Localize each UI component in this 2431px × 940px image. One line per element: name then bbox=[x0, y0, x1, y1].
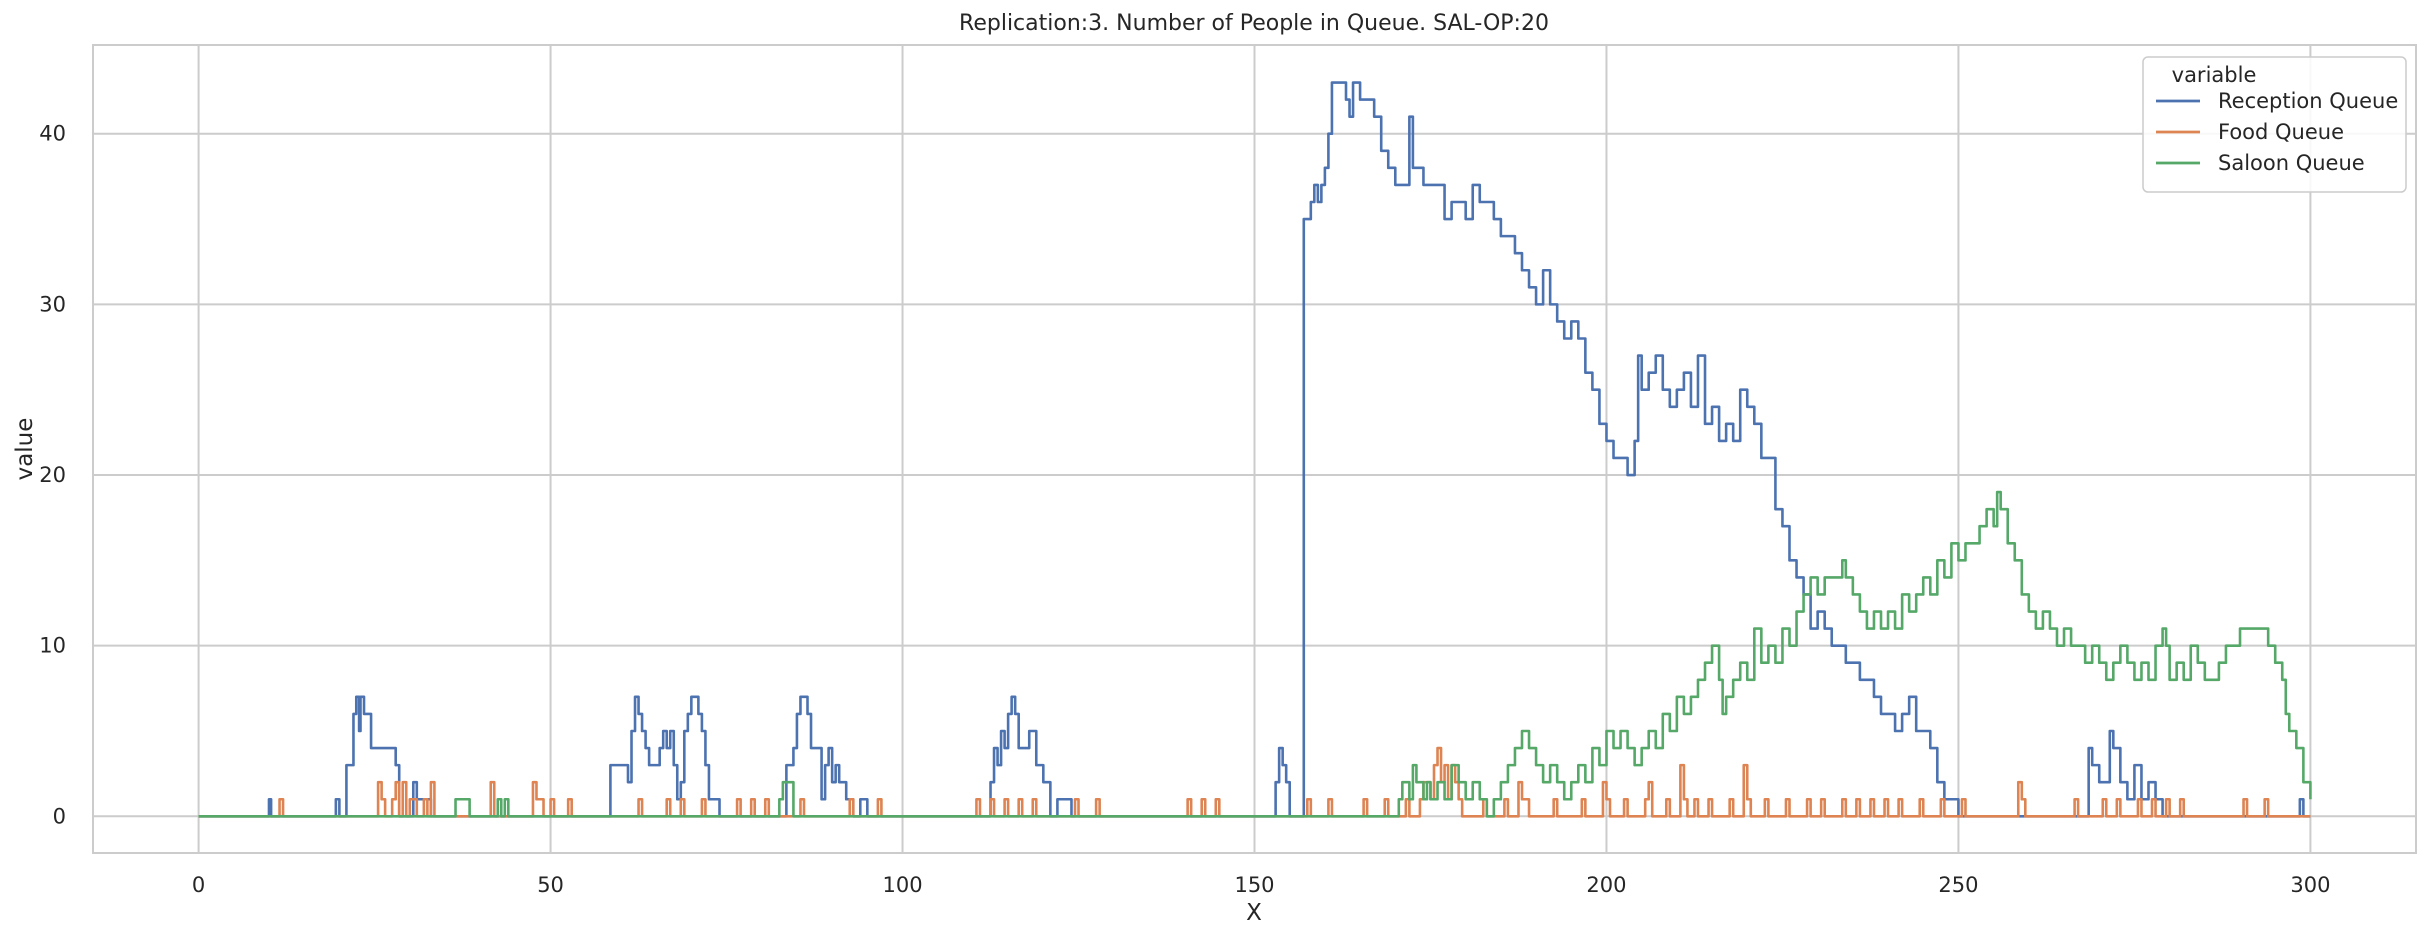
series-line-saloon-queue bbox=[198, 490, 2312, 818]
x-tick-labels: 0 50 100 150 200 250 300 bbox=[192, 873, 2331, 897]
x-tick-label: 200 bbox=[1586, 873, 1626, 897]
legend-label-food-queue: Food Queue bbox=[2218, 120, 2344, 144]
y-tick-labels: 0 10 20 30 40 bbox=[39, 122, 66, 829]
series-line-reception-queue bbox=[198, 81, 2311, 818]
legend: variable Reception Queue Food Queue Saloon… bbox=[2142, 56, 2407, 193]
x-tick-label: 150 bbox=[1234, 873, 1274, 897]
legend-label-saloon-queue: Saloon Queue bbox=[2218, 151, 2365, 175]
legend-box bbox=[2142, 56, 2407, 193]
y-tick-label: 0 bbox=[53, 804, 66, 828]
x-tick-label: 50 bbox=[537, 873, 564, 897]
chart-title: Replication:3. Number of People in Queue… bbox=[959, 11, 1549, 36]
x-axis-label: X bbox=[1246, 900, 1262, 926]
y-tick-label: 40 bbox=[39, 122, 66, 146]
x-tick-label: 0 bbox=[192, 873, 205, 897]
series-lines bbox=[198, 81, 2312, 818]
y-tick-label: 10 bbox=[39, 634, 66, 658]
legend-label-reception-queue: Reception Queue bbox=[2218, 89, 2398, 113]
x-tick-label: 300 bbox=[2290, 873, 2330, 897]
y-tick-label: 30 bbox=[39, 292, 66, 316]
y-axis-label: value bbox=[12, 418, 38, 481]
y-tick-label: 20 bbox=[39, 463, 66, 487]
x-tick-label: 100 bbox=[882, 873, 922, 897]
legend-title: variable bbox=[2172, 63, 2257, 87]
plot-frame bbox=[92, 44, 2417, 854]
legend-entries: Reception Queue Food Queue Saloon Queue bbox=[2156, 89, 2398, 175]
x-tick-label: 250 bbox=[1938, 873, 1978, 897]
